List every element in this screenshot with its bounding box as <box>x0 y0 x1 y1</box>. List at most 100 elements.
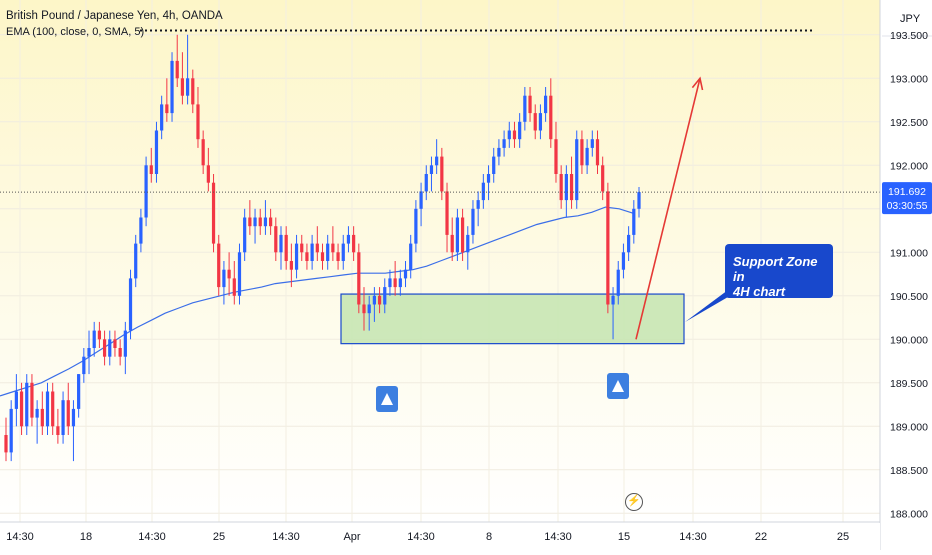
candle <box>217 234 221 296</box>
candle-body <box>206 165 210 183</box>
candle <box>538 104 543 140</box>
x-tick-label: Apr <box>343 531 360 543</box>
candle <box>315 226 319 261</box>
candle <box>30 374 34 427</box>
candle-body <box>606 191 610 305</box>
candle <box>40 391 44 435</box>
candle-body <box>4 435 8 453</box>
candle <box>403 261 408 288</box>
candle <box>201 130 205 174</box>
candle-body <box>481 182 485 201</box>
candle-body <box>227 269 231 279</box>
x-tick-label: 14:30 <box>272 531 300 543</box>
candle-body <box>362 304 366 314</box>
callout-line-1: Support Zone in <box>733 254 818 284</box>
candle-body <box>538 113 543 131</box>
candle <box>533 104 537 140</box>
callout-pointer <box>685 290 740 322</box>
candle-body <box>118 348 122 357</box>
symbol-title: British Pound / Japanese Yen, 4h, OANDA <box>6 10 223 22</box>
candle-body <box>486 174 491 183</box>
candle <box>185 34 190 105</box>
candle <box>575 130 579 209</box>
candle-body <box>305 252 309 261</box>
candle <box>258 208 262 235</box>
candle-body <box>45 391 50 427</box>
candle <box>528 87 532 122</box>
candle-body <box>492 156 496 174</box>
candle <box>232 261 236 305</box>
y-tick-label: 193.000 <box>890 73 928 85</box>
candle-body <box>393 278 397 288</box>
candle <box>175 34 179 87</box>
candle <box>51 382 55 435</box>
candle <box>569 156 574 209</box>
support-zone-callout: Support Zone in 4H chart <box>725 244 833 299</box>
candle <box>123 321 127 375</box>
candle <box>253 208 257 244</box>
candle <box>134 234 138 288</box>
candle-body <box>108 339 112 357</box>
y-tick-label: 192.000 <box>890 160 928 172</box>
candle <box>357 243 361 314</box>
candle <box>149 147 153 183</box>
candle-body <box>160 104 164 131</box>
candle <box>35 400 39 444</box>
candle-body <box>518 121 522 140</box>
candle <box>237 243 242 305</box>
candle-body <box>564 174 568 201</box>
lightning-icon[interactable]: ⚡ <box>625 493 643 511</box>
candle-body <box>429 165 434 174</box>
candle-body <box>549 95 553 140</box>
candle-body <box>217 243 221 288</box>
candle <box>9 400 13 462</box>
candle <box>108 330 112 366</box>
candle-body <box>56 426 60 435</box>
time-axis: 14:30 18 14:30 25 14:30 Apr 14:30 8 14:30 15 14:30… <box>0 521 880 550</box>
candle <box>341 234 345 270</box>
y-tick-label: 193.500 <box>890 30 928 42</box>
candle <box>211 174 216 253</box>
candle-body <box>398 278 402 288</box>
candle <box>409 234 413 279</box>
price-badge <box>882 182 932 215</box>
candle-body <box>180 78 185 96</box>
candle <box>243 208 247 261</box>
candle-body <box>388 278 392 288</box>
candle <box>294 234 299 279</box>
candle <box>419 182 423 227</box>
candle-body <box>175 60 179 79</box>
candle <box>393 261 397 296</box>
candle-body <box>497 147 501 157</box>
candle-body <box>331 243 335 253</box>
candle <box>466 226 470 270</box>
candle-body <box>144 165 148 218</box>
candle-body <box>445 191 449 235</box>
support-zone-layer <box>340 293 685 345</box>
candle <box>580 130 584 174</box>
candle <box>263 200 268 235</box>
candle <box>512 121 517 148</box>
candle-body <box>211 182 216 244</box>
candle <box>486 165 491 201</box>
candle-body <box>409 243 413 270</box>
candle-body <box>232 278 236 296</box>
candle <box>507 121 511 148</box>
candle-body <box>326 243 330 261</box>
candle <box>56 408 60 444</box>
candle-body <box>97 330 102 340</box>
candle <box>82 348 86 383</box>
candle <box>632 200 636 244</box>
candle-body <box>14 391 18 409</box>
candle <box>388 269 392 296</box>
candle-body <box>575 139 579 201</box>
candle-body <box>71 408 76 427</box>
candle <box>71 400 76 462</box>
candle <box>621 243 626 279</box>
candle <box>398 269 402 296</box>
candle <box>497 139 501 166</box>
candle-body <box>372 295 376 305</box>
x-tick-label: 18 <box>80 531 92 543</box>
candle <box>113 330 117 357</box>
